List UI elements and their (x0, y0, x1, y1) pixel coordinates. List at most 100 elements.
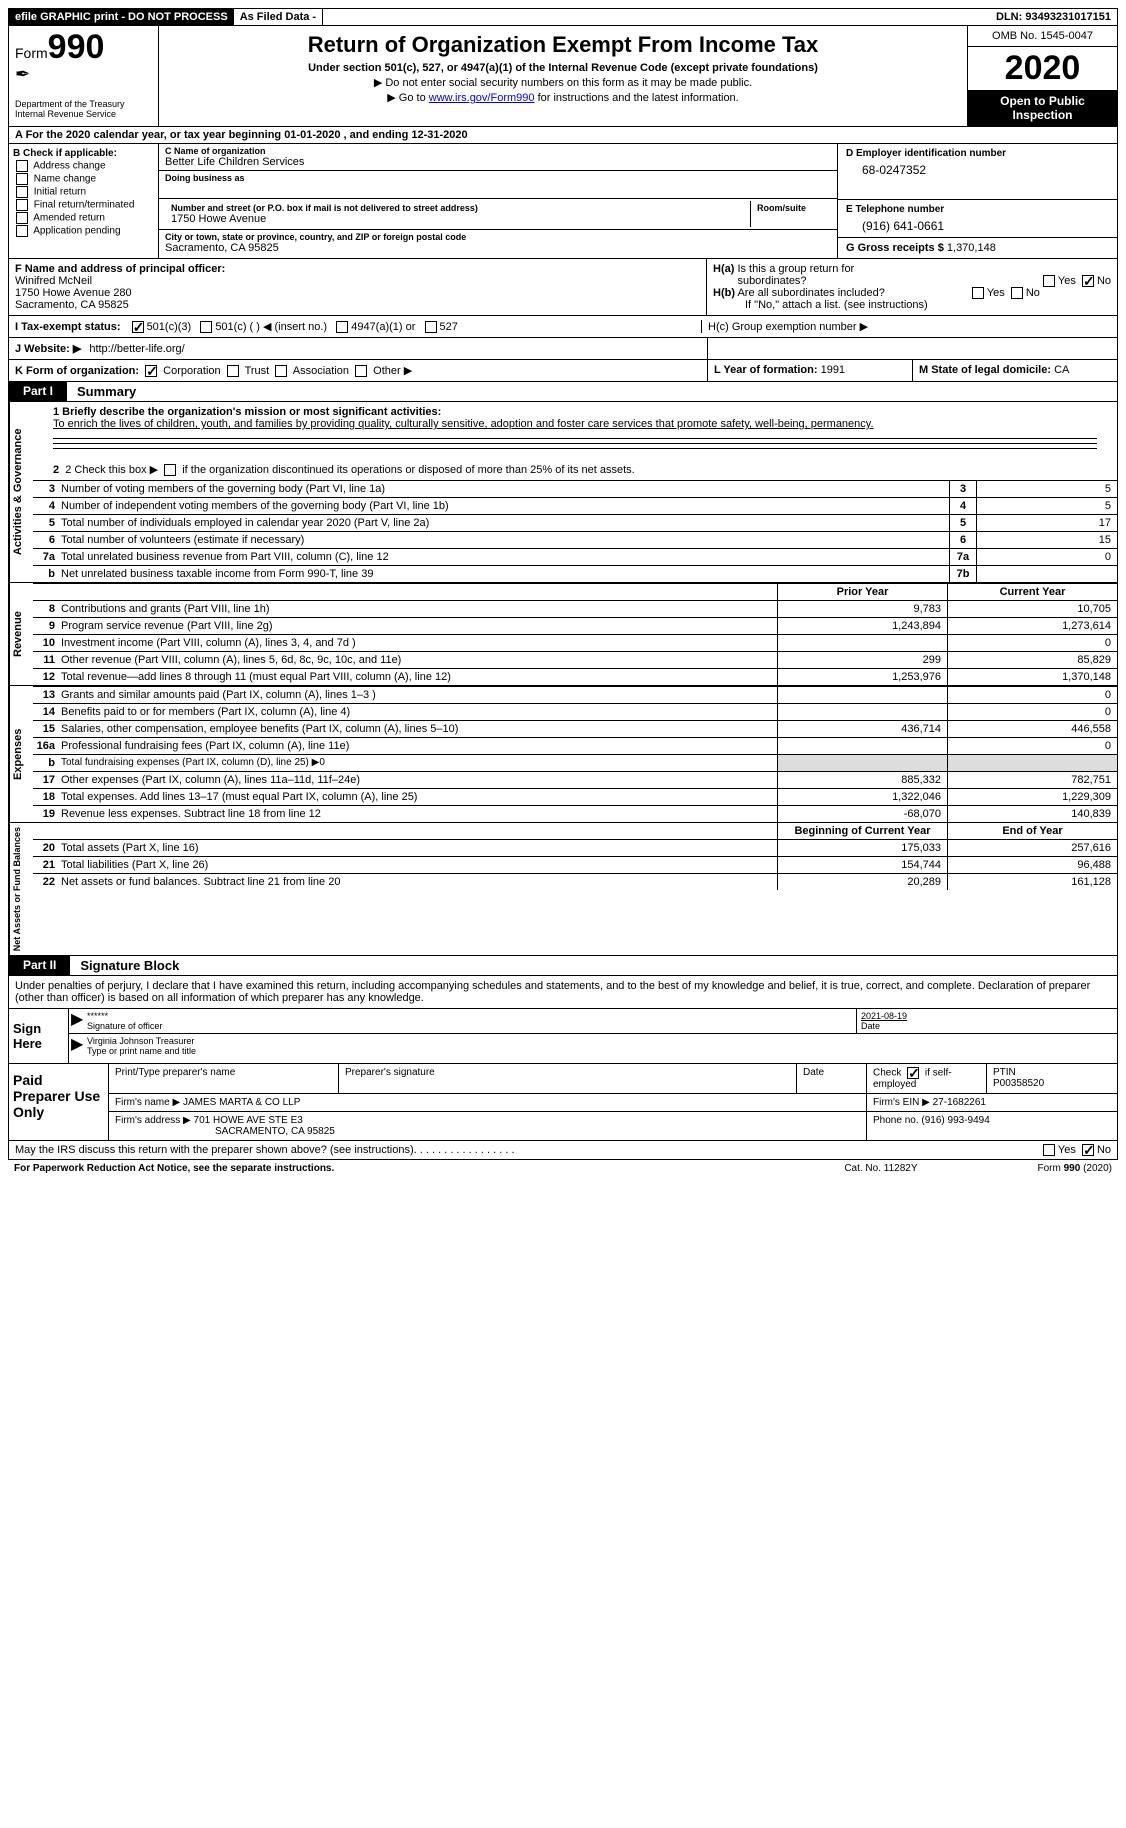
fin-row: 10Investment income (Part VIII, column (… (33, 634, 1117, 651)
officer-label: F Name and address of principal officer: (15, 263, 225, 275)
chk-hb-no[interactable] (1011, 287, 1023, 299)
fin-row: 15Salaries, other compensation, employee… (33, 720, 1117, 737)
irs-link[interactable]: www.irs.gov/Form990 (429, 92, 535, 104)
dba-label: Doing business as (165, 173, 831, 183)
fin-row: 19Revenue less expenses. Subtract line 1… (33, 805, 1117, 822)
vtab-expenses: Expenses (9, 686, 33, 822)
form-header: Form990 ✒ Department of the Treasury Int… (8, 26, 1118, 127)
sig-date: 2021-08-19Date (857, 1009, 1117, 1033)
fin-row: 12Total revenue—add lines 8 through 11 (… (33, 668, 1117, 685)
city-label: City or town, state or province, country… (165, 232, 831, 242)
h-c-label: H(c) Group exemption number ▶ (701, 320, 1111, 333)
mission-text: To enrich the lives of children, youth, … (53, 418, 874, 430)
chk-ha-yes[interactable] (1043, 275, 1055, 287)
sig-field[interactable]: ******Signature of officer (83, 1009, 857, 1033)
org-name: Better Life Children Services (165, 156, 831, 168)
chk-name-change[interactable] (16, 173, 28, 185)
mission-label: 1 Briefly describe the organization's mi… (53, 406, 441, 418)
officer-addr1: 1750 Howe Avenue 280 (15, 287, 132, 299)
fin-row: 8Contributions and grants (Part VIII, li… (33, 600, 1117, 617)
chk-assoc[interactable] (275, 365, 287, 377)
form-note-2: ▶ Go to www.irs.gov/Form990 for instruct… (165, 91, 961, 104)
ein-value: 68-0247352 (846, 159, 1109, 177)
fin-header-1: Prior Year Current Year (33, 583, 1117, 600)
chk-application-pending[interactable] (16, 225, 28, 237)
chk-other[interactable] (355, 365, 367, 377)
form-label: Form (15, 45, 48, 61)
fin-row: 9Program service revenue (Part VIII, lin… (33, 617, 1117, 634)
fin-row: 21Total liabilities (Part X, line 26)154… (33, 856, 1117, 873)
firm-ein: Firm's EIN ▶ 27-1682261 (867, 1094, 1117, 1111)
chk-501c3[interactable] (132, 321, 144, 333)
chk-final-return[interactable] (16, 199, 28, 211)
website-label: J Website: ▶ (15, 342, 81, 355)
perjury-statement: Under penalties of perjury, I declare th… (8, 976, 1118, 1009)
part-ii-header: Part II Signature Block (8, 956, 1118, 976)
street-address: 1750 Howe Avenue (171, 213, 744, 225)
expenses-section: Expenses 13Grants and similar amounts pa… (8, 686, 1118, 823)
h-note: If "No," attach a list. (see instruction… (713, 299, 1111, 311)
vtab-revenue: Revenue (9, 583, 33, 685)
summary-row: 3Number of voting members of the governi… (33, 480, 1117, 497)
chk-amended-return[interactable] (16, 212, 28, 224)
gross-receipts: G Gross receipts $ 1,370,148 (837, 238, 1117, 258)
chk-trust[interactable] (227, 365, 239, 377)
chk-527[interactable] (425, 321, 437, 333)
prep-sig-hdr: Preparer's signature (339, 1064, 797, 1093)
phone-label: E Telephone number (846, 204, 1109, 215)
vtab-activities: Activities & Governance (9, 402, 33, 582)
form-subtitle: Under section 501(c), 527, or 4947(a)(1)… (165, 62, 961, 74)
prep-ptin: PTINP00358520 (987, 1064, 1117, 1093)
tax-year: 2020 (968, 47, 1117, 90)
fin-row: 17Other expenses (Part IX, column (A), l… (33, 771, 1117, 788)
fin-row: 11Other revenue (Part VIII, column (A), … (33, 651, 1117, 668)
revenue-section: Revenue Prior Year Current Year 8Contrib… (8, 583, 1118, 686)
fin-row: 20Total assets (Part X, line 16)175,0332… (33, 839, 1117, 856)
part-i-header: Part I Summary (8, 382, 1118, 402)
chk-hb-yes[interactable] (972, 287, 984, 299)
activities-governance-section: Activities & Governance 1 Briefly descri… (8, 402, 1118, 583)
fin-row: 16aProfessional fundraising fees (Part I… (33, 737, 1117, 754)
chk-self-emp[interactable] (907, 1067, 919, 1079)
efile-tag: efile GRAPHIC print - DO NOT PROCESS (9, 9, 234, 25)
fin-row: 18Total expenses. Add lines 13–17 (must … (33, 788, 1117, 805)
top-bar: efile GRAPHIC print - DO NOT PROCESS As … (8, 8, 1118, 26)
h-b-row: H(b) Are all subordinates included? Yes … (713, 287, 1111, 299)
room-label: Room/suite (757, 203, 825, 213)
chk-corp[interactable] (145, 365, 157, 377)
chk-discuss-no[interactable] (1082, 1144, 1094, 1156)
f-h-block: F Name and address of principal officer:… (8, 259, 1118, 316)
ein-label: D Employer identification number (846, 148, 1109, 159)
asfiled-tag: As Filed Data - (234, 9, 323, 25)
chk-address-change[interactable] (16, 160, 28, 172)
phone-value: (916) 641-0661 (846, 215, 1109, 233)
city-state-zip: Sacramento, CA 95825 (165, 242, 831, 254)
summary-row: 5Total number of individuals employed in… (33, 514, 1117, 531)
summary-row: 6Total number of volunteers (estimate if… (33, 531, 1117, 548)
firm-name: Firm's name ▶ JAMES MARTA & CO LLP (109, 1094, 867, 1111)
chk-initial-return[interactable] (16, 186, 28, 198)
fin-row: 22Net assets or fund balances. Subtract … (33, 873, 1117, 890)
prep-name-hdr: Print/Type preparer's name (109, 1064, 339, 1093)
state-domicile: M State of legal domicile: CA (912, 360, 1117, 382)
chk-501c[interactable] (200, 321, 212, 333)
summary-row: 7aTotal unrelated business revenue from … (33, 548, 1117, 565)
addr-label: Number and street (or P.O. box if mail i… (171, 203, 744, 213)
vtab-netassets: Net Assets or Fund Balances (9, 823, 33, 955)
form-number: 990 (48, 28, 105, 66)
discuss-row: May the IRS discuss this return with the… (8, 1141, 1118, 1160)
fin-row: 13Grants and similar amounts paid (Part … (33, 686, 1117, 703)
chk-discontinued[interactable] (164, 464, 176, 476)
org-name-label: C Name of organization (165, 146, 831, 156)
chk-4947[interactable] (336, 321, 348, 333)
firm-addr: Firm's address ▶ 701 HOWE AVE STE E3SACR… (109, 1112, 867, 1140)
netassets-section: Net Assets or Fund Balances Beginning of… (8, 823, 1118, 956)
chk-discuss-yes[interactable] (1043, 1144, 1055, 1156)
fin-header-2: Beginning of Current Year End of Year (33, 823, 1117, 839)
chk-ha-no[interactable] (1082, 275, 1094, 287)
row-a-period: A For the 2020 calendar year, or tax yea… (8, 127, 1118, 144)
tax-exempt-row: I Tax-exempt status: 501(c)(3) 501(c) ( … (8, 316, 1118, 338)
dept-label: Department of the Treasury Internal Reve… (15, 99, 152, 119)
officer-addr2: Sacramento, CA 95825 (15, 299, 129, 311)
footer: For Paperwork Reduction Act Notice, see … (8, 1160, 1118, 1177)
